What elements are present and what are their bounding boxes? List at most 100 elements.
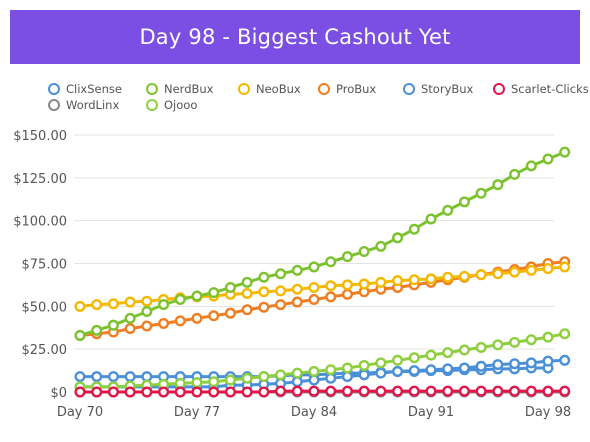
data-point: [141, 295, 153, 307]
data-point: [74, 371, 86, 383]
data-point: [325, 256, 337, 268]
legend-item-clixsense: ClixSense: [48, 82, 122, 96]
y-tick-label: $150.00: [13, 129, 67, 144]
data-point: [509, 358, 521, 370]
data-point: [308, 385, 320, 397]
data-point: [408, 352, 420, 364]
data-point: [191, 386, 203, 398]
data-point: [358, 278, 370, 290]
data-point: [275, 268, 287, 280]
data-point: [74, 300, 86, 312]
data-point: [408, 365, 420, 377]
data-point: [492, 359, 504, 371]
data-point: [74, 329, 86, 341]
data-point: [224, 281, 236, 293]
data-point: [492, 268, 504, 280]
data-point: [559, 261, 571, 273]
data-point: [492, 339, 504, 351]
data-point: [141, 371, 153, 383]
legend-label: Ojooo: [164, 98, 198, 112]
data-point: [375, 367, 387, 379]
legend-label: NerdBux: [164, 82, 214, 96]
data-point: [341, 362, 353, 374]
legend-label: ProBux: [336, 82, 377, 96]
data-point: [191, 312, 203, 324]
data-point: [275, 299, 287, 311]
data-point: [275, 369, 287, 381]
data-point: [241, 287, 253, 299]
series-neobux: [74, 261, 571, 312]
data-point: [258, 286, 270, 298]
legend-item-neobux: NeoBux: [238, 82, 301, 96]
data-point: [559, 328, 571, 340]
x-tick-label: Day 84: [291, 405, 337, 420]
legend-swatch: [48, 99, 60, 111]
data-point: [458, 270, 470, 282]
data-point: [475, 385, 487, 397]
data-point: [291, 367, 303, 379]
y-tick-label: $0: [50, 386, 67, 401]
legend-label: StoryBux: [421, 82, 474, 96]
data-point: [158, 299, 170, 311]
data-point: [208, 310, 220, 322]
data-point: [107, 319, 119, 331]
series-scarlet-clicks: [74, 385, 571, 398]
data-point: [158, 317, 170, 329]
series-line: [79, 150, 566, 337]
data-point: [141, 305, 153, 317]
data-point: [291, 283, 303, 295]
data-point: [542, 331, 554, 343]
data-point: [425, 213, 437, 225]
legend-swatch: [48, 83, 60, 95]
data-point: [341, 251, 353, 263]
data-point: [408, 385, 420, 397]
legend-item-storybux: StoryBux: [403, 82, 473, 96]
data-point: [442, 347, 454, 359]
legend-swatch: [146, 99, 158, 111]
data-point: [91, 299, 103, 311]
data-point: [392, 354, 404, 366]
series-line: [79, 265, 565, 308]
series-line: [80, 389, 565, 394]
data-point: [224, 307, 236, 319]
data-point: [174, 386, 186, 398]
data-point: [275, 385, 287, 397]
data-point: [458, 385, 470, 397]
data-point: [559, 385, 571, 397]
data-point: [308, 365, 320, 377]
data-point: [475, 269, 487, 281]
data-point: [509, 266, 521, 278]
data-point: [107, 386, 119, 398]
data-point: [275, 285, 287, 297]
data-point: [375, 240, 387, 252]
data-point: [492, 179, 504, 191]
data-point: [91, 324, 103, 336]
legend-swatch: [493, 83, 505, 95]
data-point: [124, 323, 136, 335]
data-point: [291, 296, 303, 308]
legend-item-ojooo: Ojooo: [146, 98, 197, 112]
title-banner: Day 98 - Biggest Cashout Yet: [10, 10, 580, 64]
data-point: [341, 385, 353, 397]
data-point: [475, 187, 487, 199]
data-point: [208, 386, 220, 398]
data-point: [241, 372, 253, 384]
y-tick-label: $50.00: [22, 300, 68, 315]
data-point: [509, 385, 521, 397]
data-point: [375, 276, 387, 288]
legend-label: NeoBux: [256, 82, 301, 96]
data-point: [174, 315, 186, 327]
data-point: [308, 281, 320, 293]
data-point: [358, 359, 370, 371]
data-point: [525, 357, 537, 369]
data-point: [509, 168, 521, 180]
data-point: [458, 362, 470, 374]
data-point: [392, 365, 404, 377]
data-point: [291, 385, 303, 397]
data-point: [375, 357, 387, 369]
data-point: [425, 273, 437, 285]
x-tick-label: Day 77: [174, 405, 220, 420]
data-point: [425, 349, 437, 361]
data-point: [258, 301, 270, 313]
